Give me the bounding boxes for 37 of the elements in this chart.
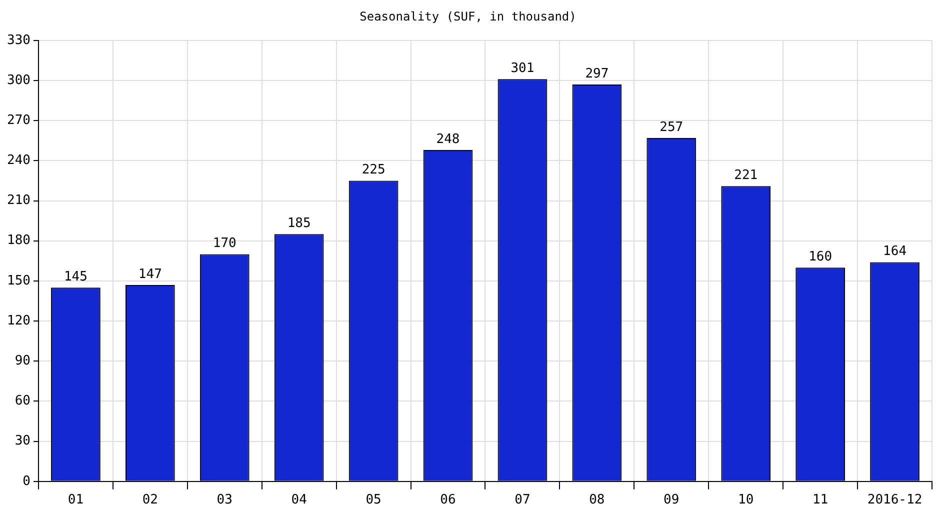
- y-tick-label: 330: [6, 32, 30, 48]
- y-tick-label: 30: [14, 434, 30, 449]
- x-tick-label: 09: [664, 492, 680, 508]
- x-tick-label: 06: [440, 492, 456, 508]
- y-tick-label: 240: [6, 153, 30, 168]
- x-tick-label: 07: [514, 492, 530, 508]
- data-label: 185: [287, 216, 311, 232]
- data-label: 301: [510, 61, 534, 76]
- x-tick-label: 2016-12: [867, 492, 922, 508]
- x-tick-label: 05: [366, 492, 382, 508]
- x-tick-label: 11: [812, 492, 828, 508]
- data-label: 147: [138, 266, 162, 282]
- data-label: 145: [64, 270, 88, 284]
- y-tick-label: 180: [6, 233, 30, 248]
- data-label: 257: [660, 120, 684, 135]
- y-tick-label: 300: [6, 72, 30, 88]
- x-tick-label: 10: [738, 492, 754, 508]
- y-tick-label: 90: [14, 354, 30, 368]
- x-tick-label: 04: [291, 492, 308, 508]
- data-label: 164: [883, 244, 907, 260]
- y-tick-label: 270: [6, 112, 30, 128]
- data-label: 248: [436, 132, 460, 147]
- y-tick-label: 60: [14, 394, 30, 409]
- y-tick-label: 0: [22, 474, 30, 489]
- y-tick-label: 210: [6, 193, 30, 208]
- data-label: 225: [362, 162, 386, 178]
- x-tick-label: 01: [68, 492, 84, 508]
- data-label: 160: [808, 249, 832, 264]
- x-tick-label: 02: [142, 492, 158, 508]
- chart-title: Seasonality (SUF, in thousand): [360, 9, 576, 24]
- y-tick-label: 150: [6, 273, 30, 288]
- data-label: 170: [212, 236, 236, 252]
- data-label: 221: [734, 168, 758, 183]
- x-tick-label: 08: [589, 492, 605, 508]
- y-tick-label: 120: [6, 313, 30, 328]
- data-label: 297: [585, 66, 609, 82]
- x-tick-label: 03: [216, 492, 232, 508]
